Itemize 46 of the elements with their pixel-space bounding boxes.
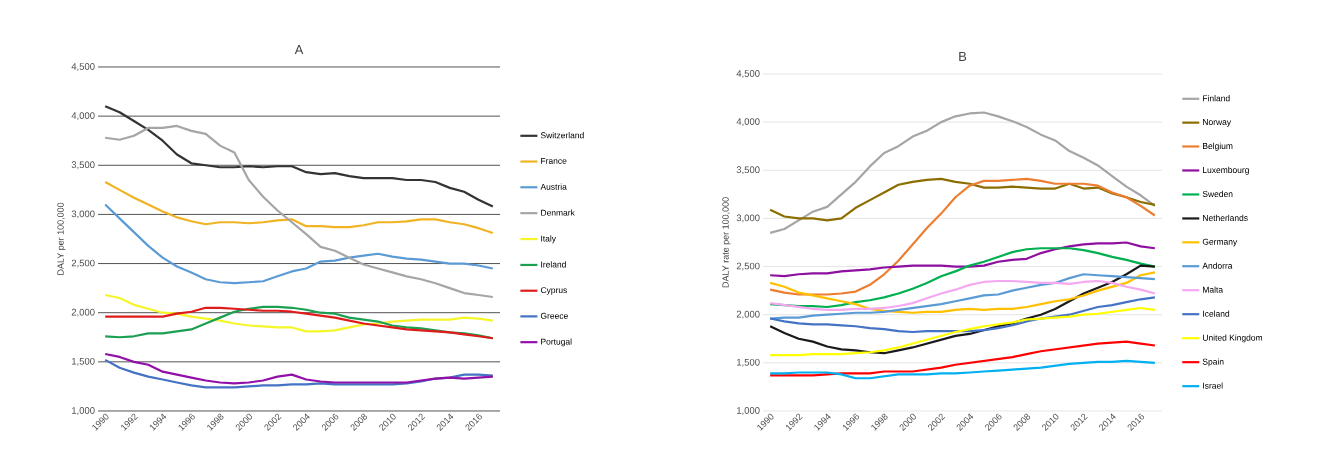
y-tick-label: 2,500 [71, 259, 95, 268]
y-tick-label: 3,500 [71, 161, 95, 170]
legend-label: United Kingdom [1203, 334, 1263, 343]
y-axis-title: DALY per 100,000 [57, 202, 66, 275]
line-series [769, 177, 1156, 222]
legend-label: Finland [1203, 95, 1230, 102]
chart-title: B [959, 52, 967, 61]
y-tick-label: 1,000 [737, 407, 760, 415]
line-series [104, 124, 494, 299]
legend-label: Malta [1203, 286, 1224, 293]
legend-label: Switzerland [540, 132, 584, 139]
y-tick-label: 4,000 [71, 112, 95, 121]
legend-label: Norway [1203, 119, 1232, 127]
y-tick-label: 1,500 [737, 358, 760, 367]
legend-label: Belgium [1203, 142, 1233, 151]
y-tick-label: 2,000 [71, 308, 95, 317]
y-tick-label: 3,000 [71, 210, 95, 219]
legend-label: Netherlands [1203, 214, 1248, 221]
legend-label: Ireland [541, 261, 566, 268]
y-tick-label: 3,500 [736, 166, 760, 175]
legend-label: Iceland [1203, 310, 1230, 317]
y-tick-label: 4,500 [736, 70, 760, 78]
legend-label: Greece [540, 312, 568, 319]
y-axis-title: DALY rate per 100,000 [722, 197, 731, 288]
line-series [104, 180, 494, 235]
chart-title: A [294, 45, 304, 54]
legend-label: Austria [540, 183, 567, 190]
legend-label: Israel [1203, 382, 1223, 389]
y-tick-label: 1,000 [72, 407, 95, 415]
legend-label: Cyprus [540, 287, 567, 295]
legend-label: France [541, 157, 567, 164]
legend-label: Portugal [541, 338, 572, 347]
y-tick-label: 4,500 [71, 63, 95, 71]
y-tick-label: 2,500 [736, 262, 760, 271]
legend-label: Andorra [1202, 262, 1233, 269]
legend-label: Italy [541, 235, 556, 244]
y-tick-label: 3,000 [736, 214, 760, 223]
legend-label: Spain [1202, 358, 1224, 367]
y-tick-label: 2,000 [736, 310, 760, 319]
line-series [104, 203, 494, 285]
y-tick-label: 4,000 [736, 118, 760, 127]
legend-label: Sweden [1202, 190, 1233, 197]
legend-label: Germany [1202, 238, 1238, 247]
legend-label: Luxembourg [1203, 166, 1249, 175]
legend-label: Denmark [541, 209, 575, 216]
y-tick-label: 1,500 [72, 357, 95, 366]
